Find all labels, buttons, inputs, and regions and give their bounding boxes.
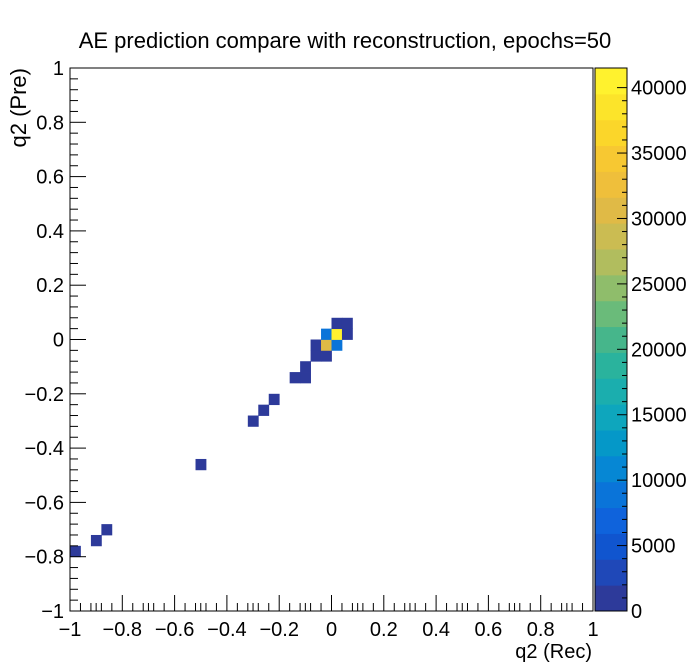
heatmap-bin — [331, 339, 343, 351]
colorbar-segment — [595, 119, 627, 147]
colorbar-segment — [595, 197, 627, 224]
chart-title: AE prediction compare with reconstructio… — [79, 28, 612, 53]
heatmap-bin — [101, 524, 113, 536]
heatmap-bin — [341, 317, 353, 330]
colorbar-tick-label: 30000 — [631, 208, 687, 230]
colorbar-segment — [595, 481, 627, 509]
colorbar-segment — [595, 145, 627, 172]
y-tick-label: −0.6 — [25, 492, 64, 514]
colorbar-segment — [595, 533, 627, 560]
colorbar-segment — [595, 326, 627, 353]
heatmap-bin — [321, 328, 332, 340]
heatmap-bin — [300, 361, 311, 373]
y-tick-label: 0.8 — [36, 112, 64, 134]
colorbar-segment — [595, 223, 627, 250]
colorbar-tick-label: 35000 — [631, 143, 687, 165]
heatmap-bin — [321, 350, 332, 362]
colorbar-tick-label: 20000 — [631, 339, 687, 361]
colorbar-tick-label: 15000 — [631, 405, 687, 427]
y-tick-label: −1 — [41, 601, 64, 623]
y-tick-label: −0.2 — [25, 384, 64, 406]
colorbar-segment — [595, 455, 627, 483]
x-tick-label: 0.2 — [370, 619, 398, 641]
heatmap-bin — [247, 415, 259, 427]
x-tick-label: −0.2 — [259, 619, 298, 641]
colorbar-segment — [595, 300, 627, 328]
colorbar-frame — [594, 67, 628, 612]
y-tick-label: 0.6 — [36, 167, 64, 189]
x-tick-label: 0.8 — [527, 619, 555, 641]
colorbar-segment — [595, 559, 627, 586]
heatmap-bin — [300, 372, 311, 384]
heatmap-bin — [310, 339, 322, 351]
x-tick-label: 0.4 — [422, 619, 450, 641]
colorbar-tick-label: 10000 — [631, 470, 687, 492]
heatmap-bin — [341, 328, 353, 340]
x-tick-label: 0.6 — [474, 619, 502, 641]
x-tick-label: −0.6 — [155, 619, 194, 641]
y-tick-label: 0 — [53, 330, 64, 352]
colorbar-segment — [595, 404, 627, 431]
y-tick-label: −0.8 — [25, 547, 64, 569]
colorbar-tick-label: 5000 — [631, 536, 676, 558]
heatmap-bin — [331, 328, 343, 340]
x-tick-label: −0.4 — [207, 619, 246, 641]
heatmap-bin — [310, 350, 322, 362]
colorbar-segment — [595, 585, 627, 612]
colorbar-segment — [595, 507, 627, 534]
x-tick-label: −1 — [59, 619, 82, 641]
x-tick-label: 1 — [587, 619, 598, 641]
heatmap-bin — [70, 545, 81, 558]
heatmap-bin — [195, 458, 207, 471]
x-tick-label: −0.8 — [103, 619, 142, 641]
colorbar-segment — [595, 93, 627, 121]
colorbar: 0 5000 10000 15000 20000 25000 30000 35000 40000 — [594, 67, 687, 623]
x-axis-label: q2 (Rec) — [515, 641, 592, 663]
x-tick-label: 0 — [326, 619, 337, 641]
heatmap-bin — [90, 534, 102, 547]
y-tick-label: 0.4 — [36, 221, 64, 243]
y-tick-label: −0.4 — [25, 438, 64, 460]
axes-layer: −1 −0.8 −0.6 −0.4 −0.2 0 0.2 0.4 0.6 0.8 1 −1 −0.8 −0… — [25, 58, 599, 641]
bins-layer — [70, 317, 353, 558]
y-axis-label: q2 (Pre) — [6, 68, 31, 147]
heatmap-bin — [289, 372, 301, 384]
colorbar-segment — [595, 249, 627, 276]
heatmap-bin — [321, 339, 332, 351]
colorbar-segment — [595, 274, 627, 302]
colorbar-tick-label: 0 — [631, 601, 642, 623]
y-tick-label: 0.2 — [36, 275, 64, 297]
colorbar-segment — [595, 171, 627, 198]
heatmap-bin — [258, 404, 270, 416]
colorbar-tick-label: 40000 — [631, 78, 687, 100]
y-tick-label: 1 — [53, 58, 64, 80]
colorbar-tick-label: 25000 — [631, 274, 687, 296]
colorbar-segment — [595, 352, 627, 379]
colorbar-segment — [595, 378, 627, 405]
colorbar-segment — [595, 430, 627, 457]
heatmap-bin — [268, 393, 280, 406]
heatmap-bin — [331, 317, 343, 330]
colorbar-segment — [595, 68, 627, 95]
